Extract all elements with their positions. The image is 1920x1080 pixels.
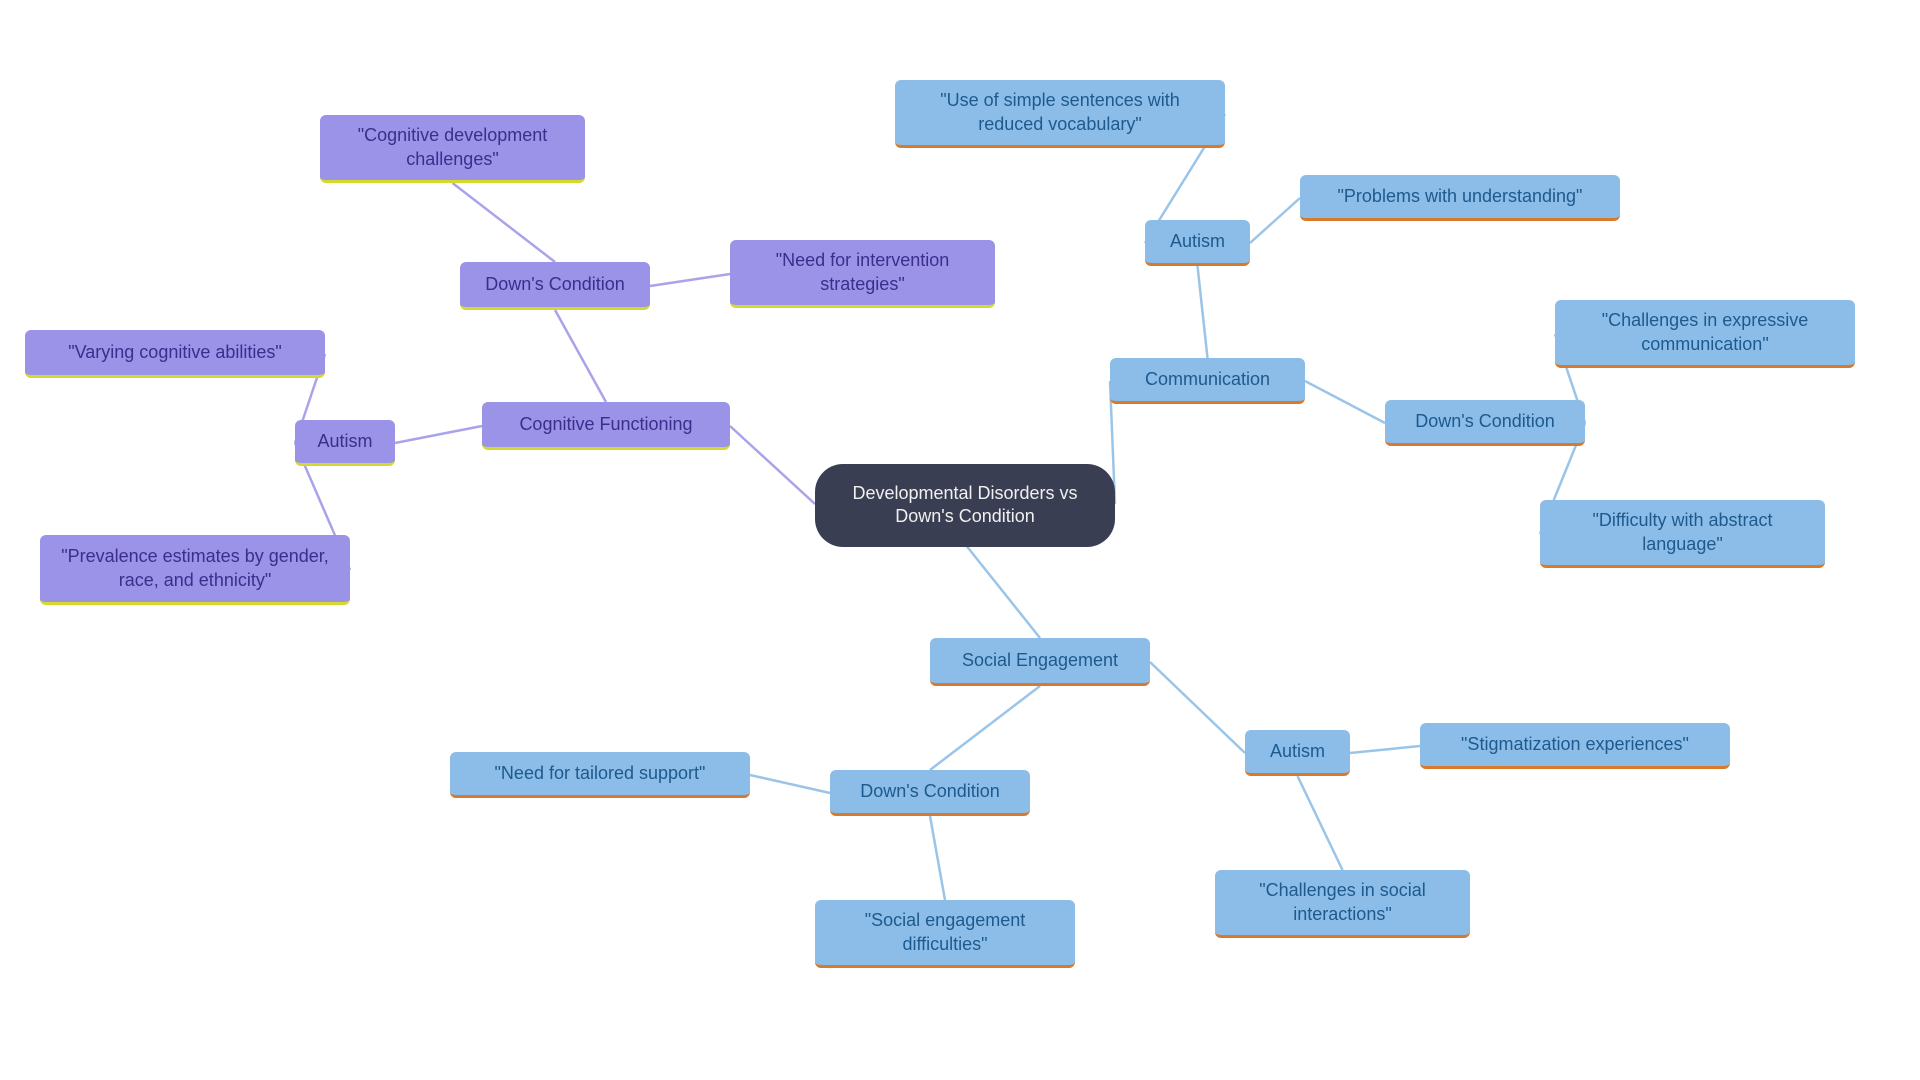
edge-cog_down-cog_down_b <box>650 274 730 286</box>
node-cog_autism: Autism <box>295 420 395 466</box>
node-root: Developmental Disorders vsDown's Conditi… <box>815 464 1115 547</box>
node-cog_down_a: "Cognitive development challenges" <box>320 115 585 183</box>
node-comm_autism_b: "Problems with understanding" <box>1300 175 1620 221</box>
edge-root-cognitive <box>730 426 815 504</box>
node-comm_autism_a: "Use of simple sentences with reduced vo… <box>895 80 1225 148</box>
node-comm_down: Down's Condition <box>1385 400 1585 446</box>
node-soc_autism_b: "Challenges in social interactions" <box>1215 870 1470 938</box>
edge-cog_down-cog_down_a <box>453 183 556 262</box>
edge-comm_autism-comm_autism_b <box>1250 198 1300 243</box>
node-cog_down: Down's Condition <box>460 262 650 310</box>
edge-cognitive-cog_autism <box>395 426 482 443</box>
node-communication: Communication <box>1110 358 1305 404</box>
edge-communication-comm_autism <box>1198 266 1208 358</box>
edge-communication-comm_down <box>1305 381 1385 423</box>
edge-soc_autism-soc_autism_a <box>1350 746 1420 753</box>
edge-soc_down-soc_down_b <box>930 816 945 900</box>
edge-social-soc_autism <box>1150 662 1245 753</box>
node-cognitive: Cognitive Functioning <box>482 402 730 450</box>
node-soc_down_b: "Social engagement difficulties" <box>815 900 1075 968</box>
edge-cognitive-cog_down <box>555 310 606 402</box>
node-comm_autism: Autism <box>1145 220 1250 266</box>
edge-social-soc_down <box>930 686 1040 770</box>
node-soc_down_a: "Need for tailored support" <box>450 752 750 798</box>
mindmap-canvas: Developmental Disorders vsDown's Conditi… <box>0 0 1920 1080</box>
node-cog_down_b: "Need for intervention strategies" <box>730 240 995 308</box>
node-soc_autism: Autism <box>1245 730 1350 776</box>
node-cog_autism_a: "Varying cognitive abilities" <box>25 330 325 378</box>
node-cog_autism_b: "Prevalence estimates by gender, race, a… <box>40 535 350 605</box>
node-soc_down: Down's Condition <box>830 770 1030 816</box>
edge-soc_autism-soc_autism_b <box>1298 776 1343 870</box>
node-comm_down_a: "Challenges in expressive communication" <box>1555 300 1855 368</box>
node-social: Social Engagement <box>930 638 1150 686</box>
edge-root-social <box>965 544 1040 638</box>
node-comm_down_b: "Difficulty with abstract language" <box>1540 500 1825 568</box>
edge-soc_down-soc_down_a <box>750 775 830 793</box>
node-soc_autism_a: "Stigmatization experiences" <box>1420 723 1730 769</box>
